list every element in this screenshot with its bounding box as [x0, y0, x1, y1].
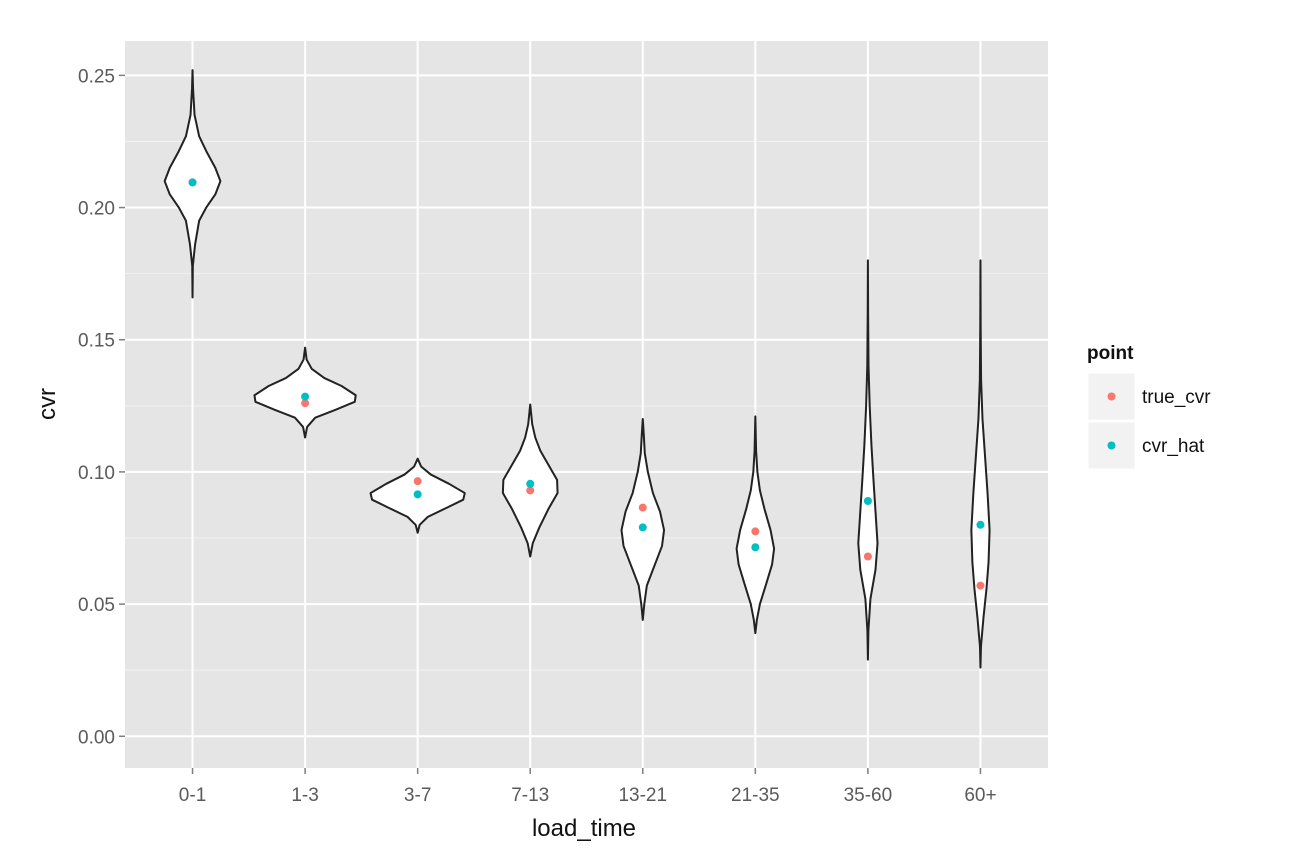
point-cvr_hat: [526, 479, 535, 488]
violin-35-60: [857, 259, 879, 661]
violin-60+: [970, 259, 991, 669]
x-tick-label: 13-21: [618, 785, 667, 806]
x-tick-label: 7-13: [511, 785, 549, 806]
point-true_cvr: [751, 527, 760, 536]
point-cvr_hat: [751, 543, 760, 552]
legend: point true_cvr cvr_hat: [1087, 343, 1211, 470]
x-tick-label: 21-35: [731, 785, 780, 806]
point-cvr_hat: [863, 496, 872, 505]
y-tick-label: 0.15: [78, 331, 115, 352]
x-axis-title: load_time: [532, 815, 636, 842]
point-cvr_hat: [638, 523, 647, 532]
point-cvr_hat: [413, 490, 422, 499]
point-true_cvr: [638, 503, 647, 512]
y-tick-label: 0.25: [78, 66, 115, 87]
points: [188, 178, 985, 590]
violin-13-21: [620, 418, 666, 621]
y-axis: 0.00 0.05 0.10 0.15 0.20 0.25: [78, 66, 125, 748]
x-tick-label: 3-7: [404, 785, 431, 806]
point-true_cvr: [863, 552, 872, 561]
y-tick-label: 0.20: [78, 199, 115, 220]
point-true_cvr: [976, 581, 985, 590]
legend-label: cvr_hat: [1142, 436, 1205, 457]
y-axis-title: cvr: [34, 388, 61, 420]
y-tick-label: 0.10: [78, 463, 115, 484]
point-true_cvr: [301, 399, 310, 408]
legend-title: point: [1087, 343, 1134, 364]
point-cvr_hat: [301, 392, 310, 401]
point-true_cvr: [526, 486, 535, 495]
legend-point-cvr_hat: [1107, 441, 1116, 450]
legend-point-true_cvr: [1107, 392, 1116, 401]
x-tick-label: 1-3: [291, 785, 318, 806]
y-tick-label: 0.00: [78, 727, 115, 748]
x-tick-label: 35-60: [844, 785, 893, 806]
violin-21-35: [735, 415, 776, 635]
point-true_cvr: [413, 477, 422, 486]
legend-label: true_cvr: [1142, 387, 1211, 408]
y-tick-label: 0.05: [78, 595, 115, 616]
point-cvr_hat: [188, 178, 197, 187]
x-axis: 0-1 1-3 3-7 7-13 13-21 21-35 35-60 60+: [179, 768, 997, 806]
x-tick-label: 0-1: [179, 785, 206, 806]
point-cvr_hat: [976, 520, 985, 529]
x-tick-label: 60+: [964, 785, 996, 806]
